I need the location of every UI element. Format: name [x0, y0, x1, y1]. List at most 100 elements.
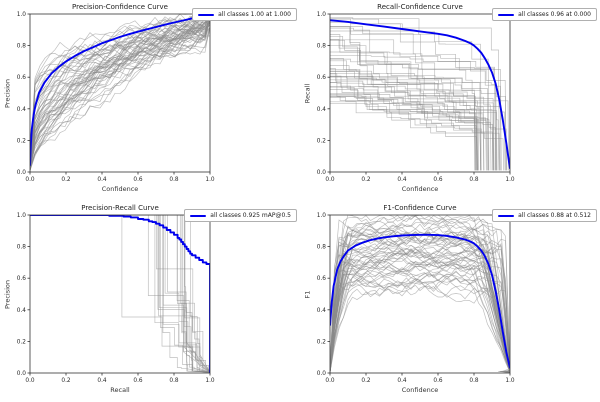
- y-axis-label: F1: [303, 290, 312, 299]
- y-tick-label: 0.6: [17, 75, 27, 81]
- class-curve: [30, 14, 210, 165]
- class-curve: [330, 75, 510, 171]
- class-curve: [330, 30, 482, 171]
- legend: all classes 0.925 mAP@0.5: [184, 209, 297, 222]
- class-curve: [330, 86, 506, 171]
- class-curve: [330, 58, 476, 171]
- class-curve: [330, 282, 510, 373]
- class-curve: [30, 215, 210, 373]
- y-tick-label: 0.0: [17, 371, 27, 377]
- class-curve: [330, 275, 510, 373]
- class-curve: [330, 242, 510, 373]
- class-curve: [330, 220, 510, 373]
- chart-panel-f1-confidence: 0.0 0.2 0.4 0.6 0.8 1.0 0.0 0.2 0.4 0.6 0.8 1.0 F1-…: [300, 201, 600, 402]
- x-tick-label: 0.0: [325, 378, 335, 384]
- class-curve: [30, 215, 210, 373]
- all-classes-curve: [330, 233, 510, 369]
- x-tick-label: 0.4: [397, 378, 407, 384]
- chart-panel-precision-recall: 0.0 0.2 0.4 0.6 0.8 1.0 0.0 0.2 0.4 0.6 0.8 1.0 Pre…: [0, 201, 300, 402]
- x-tick-label: 0.6: [133, 177, 143, 183]
- class-curve: [330, 252, 510, 373]
- class-curve: [330, 101, 505, 171]
- legend-label: all classes 0.96 at 0.000: [518, 11, 591, 18]
- x-tick-label: 1.0: [205, 378, 215, 384]
- class-curve: [330, 94, 497, 171]
- class-curve: [330, 68, 480, 171]
- chart-title: Precision-Recall Curve: [81, 204, 159, 212]
- y-tick-label: 0.2: [17, 138, 27, 144]
- axes-box: [329, 214, 511, 374]
- y-tick-label: 0.6: [17, 276, 27, 282]
- class-curve: [30, 215, 210, 373]
- class-curve: [330, 259, 510, 373]
- axes-box: [329, 13, 511, 173]
- y-tick-label: 1.0: [17, 213, 27, 219]
- class-curve: [330, 247, 510, 373]
- x-tick-label: 0.8: [469, 177, 479, 183]
- class-curve: [330, 26, 507, 171]
- x-tick-label: 0.0: [25, 177, 35, 183]
- y-axis-label: Precision: [3, 280, 12, 310]
- class-curve: [330, 273, 510, 372]
- x-tick-label: 0.4: [397, 177, 407, 183]
- x-tick-label: 0.4: [97, 177, 107, 183]
- x-tick-label: 0.0: [25, 378, 35, 384]
- x-tick-label: 0.2: [61, 177, 71, 183]
- x-axis-label: Confidence: [401, 185, 439, 193]
- y-tick-label: 0.6: [317, 276, 327, 282]
- class-curve: [330, 68, 495, 171]
- class-curve: [330, 97, 478, 171]
- class-curve: [30, 215, 210, 373]
- class-curve: [30, 20, 210, 168]
- x-axis-label: Confidence: [101, 185, 139, 193]
- plot-area: [330, 215, 510, 373]
- legend: all classes 0.96 at 0.000: [492, 8, 597, 21]
- class-curve: [330, 75, 494, 171]
- class-curve: [330, 243, 510, 373]
- y-tick-label: 1.0: [317, 213, 327, 219]
- plot-area: [330, 17, 510, 171]
- x-tick-label: 1.0: [505, 177, 515, 183]
- chart-title: Recall-Confidence Curve: [377, 3, 463, 11]
- class-curve: [30, 18, 210, 166]
- class-curve: [330, 60, 500, 171]
- class-curve: [30, 28, 210, 169]
- x-tick-label: 1.0: [505, 378, 515, 384]
- class-curve: [330, 93, 489, 171]
- chart-title: F1-Confidence Curve: [383, 204, 457, 212]
- x-tick-label: 0.8: [169, 177, 179, 183]
- class-curve: [330, 248, 510, 373]
- class-curve: [30, 215, 210, 373]
- class-curve: [330, 271, 510, 373]
- legend-line-swatch: [190, 214, 207, 217]
- chart-canvas: 0.0 0.2 0.4 0.6 0.8 1.0 0.0 0.2 0.4 0.6 0.8 1.0: [317, 213, 515, 384]
- chart-panel-precision-confidence: 0.0 0.2 0.4 0.6 0.8 1.0 0.0 0.2 0.4 0.6 0.8 1.0 Pre…: [0, 0, 300, 201]
- class-curve: [30, 215, 210, 373]
- legend-label: all classes 1.00 at 1.000: [218, 11, 291, 18]
- x-tick-label: 0.0: [325, 177, 335, 183]
- class-curve: [330, 253, 510, 373]
- legend-line-swatch: [198, 13, 215, 16]
- all-classes-curve: [30, 215, 210, 373]
- y-axis-label: Recall: [303, 83, 312, 104]
- y-tick-label: 0.8: [17, 245, 27, 251]
- class-curve: [30, 215, 210, 373]
- class-curve: [30, 14, 210, 170]
- class-curve: [330, 96, 478, 171]
- y-tick-label: 0.8: [17, 44, 27, 50]
- class-curve: [30, 215, 210, 373]
- x-tick-label: 0.2: [361, 378, 371, 384]
- class-curve: [30, 215, 210, 373]
- y-tick-label: 0.4: [17, 308, 27, 314]
- x-tick-label: 0.2: [61, 378, 71, 384]
- chart-canvas: 0.0 0.2 0.4 0.6 0.8 1.0 0.0 0.2 0.4 0.6 0.8 1.0: [17, 213, 215, 384]
- class-curve: [330, 232, 510, 373]
- chart-panel-recall-confidence: 0.0 0.2 0.4 0.6 0.8 1.0 0.0 0.2 0.4 0.6 0.8 1.0 Rec…: [300, 0, 600, 201]
- class-curve: [330, 27, 507, 171]
- class-curve: [30, 215, 210, 373]
- y-tick-label: 0.4: [317, 107, 327, 113]
- class-curve: [30, 215, 210, 373]
- class-curve: [330, 224, 510, 373]
- class-curve: [330, 18, 476, 171]
